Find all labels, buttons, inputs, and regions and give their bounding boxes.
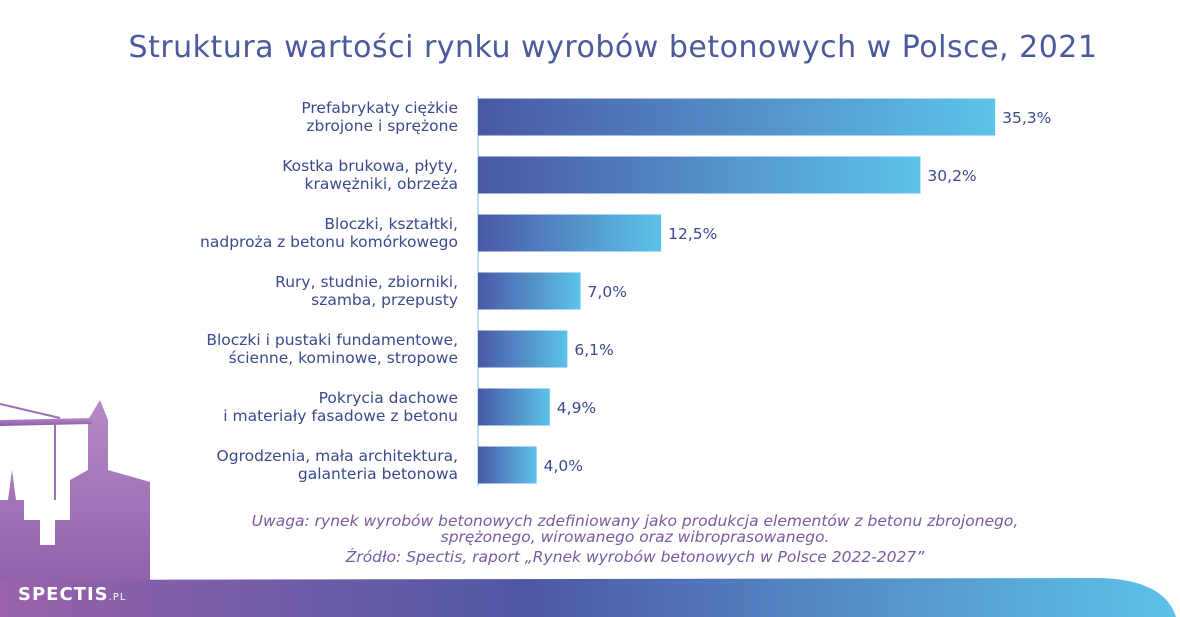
- category-label: Rury, studnie, zbiorniki, szamba, przepu…: [275, 273, 458, 309]
- value-label: 30,2%: [927, 167, 976, 185]
- category-label: Pokrycia dachowe i materiały fasadowe z …: [223, 389, 458, 425]
- bar: [478, 272, 581, 310]
- category-label: Bloczki i pustaki fundamentowe, ścienne,…: [206, 331, 458, 367]
- value-label: 12,5%: [668, 225, 717, 243]
- note: Uwaga: rynek wyrobów betonowych zdefinio…: [251, 512, 1019, 546]
- category-label: Prefabrykaty ciężkie zbrojone i sprężone: [301, 99, 458, 135]
- bar: [478, 446, 537, 484]
- city-decoration: [0, 400, 150, 617]
- logo: SPECTIS.PL: [18, 584, 126, 605]
- category-label: Bloczki, kształtki, nadproża z betonu ko…: [200, 215, 458, 251]
- category-label: Ogrodzenia, mała architektura, galanteri…: [216, 447, 458, 483]
- chart-title: Struktura wartości rynku wyrobów betonow…: [128, 30, 1098, 65]
- value-label: 4,9%: [557, 399, 596, 417]
- bar: [478, 214, 662, 252]
- value-label: 7,0%: [588, 283, 627, 301]
- bar: [478, 330, 568, 368]
- bottom-band: [0, 578, 1176, 617]
- logo-name: SPECTIS: [18, 584, 109, 605]
- source: Źródło: Spectis, raport „Rynek wyrobów b…: [345, 548, 925, 566]
- value-label: 4,0%: [544, 457, 583, 475]
- value-label: 6,1%: [574, 341, 613, 359]
- bar: [478, 388, 550, 426]
- logo-suffix: .PL: [108, 592, 127, 603]
- bar: [478, 156, 921, 194]
- value-label: 35,3%: [1002, 109, 1051, 127]
- bar: [478, 98, 996, 136]
- category-label: Kostka brukowa, płyty, krawężniki, obrze…: [282, 157, 458, 193]
